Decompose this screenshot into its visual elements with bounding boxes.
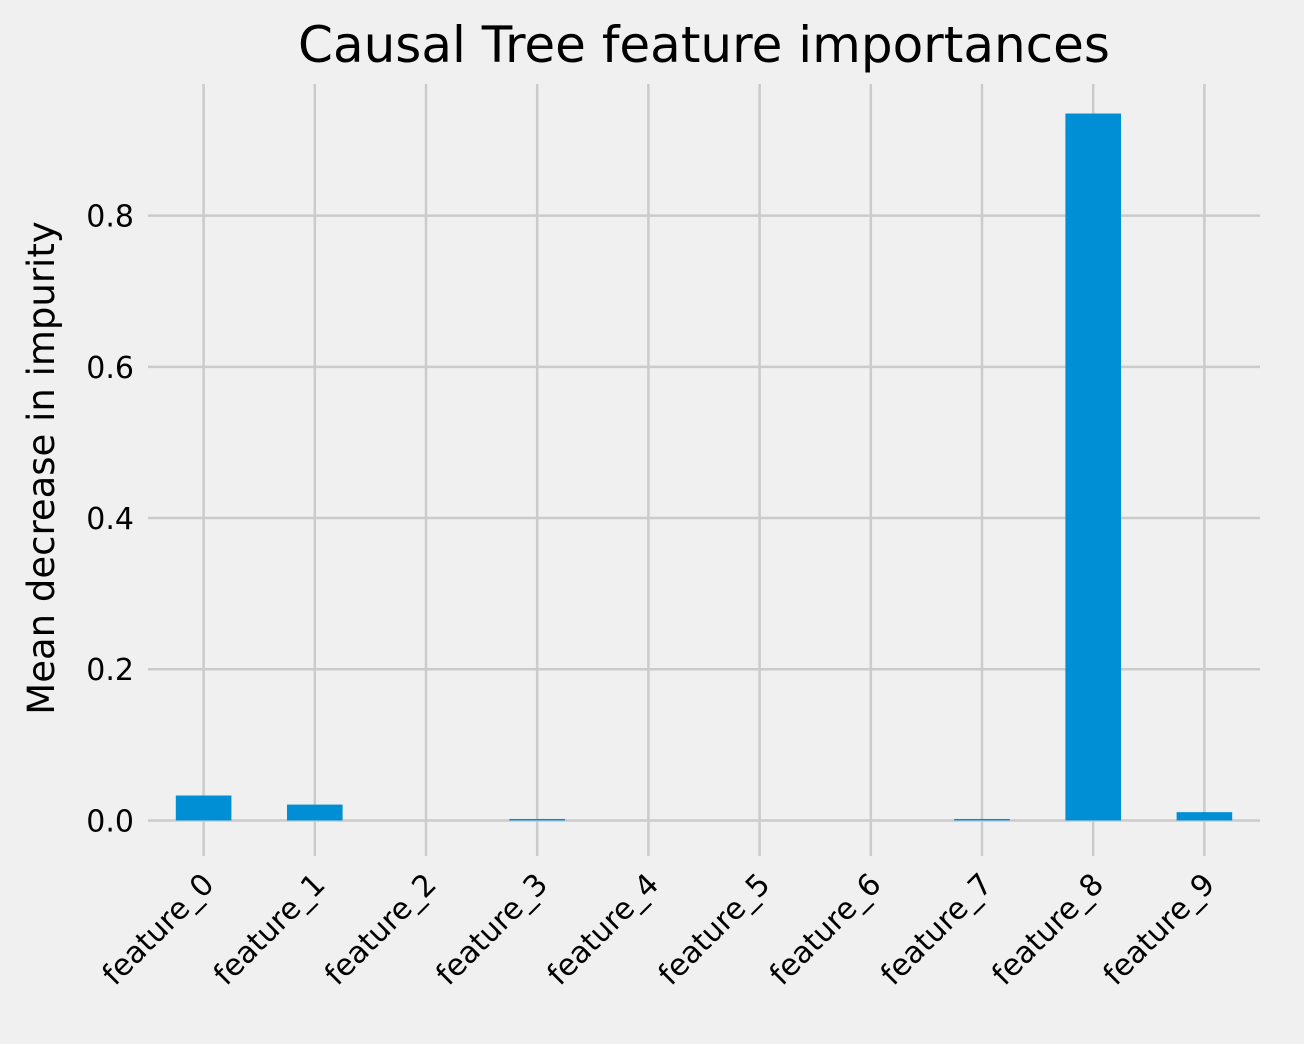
bar <box>1176 812 1233 821</box>
bar <box>954 818 1010 821</box>
bar <box>287 804 343 821</box>
chart-title: Causal Tree feature importances <box>298 16 1110 74</box>
y-tick-label: 0.4 <box>86 502 134 537</box>
bar <box>509 818 565 821</box>
bar <box>1065 113 1121 821</box>
y-tick-label: 0.6 <box>86 351 134 386</box>
y-tick-label: 0.8 <box>86 200 134 235</box>
y-tick-label: 0.2 <box>86 653 134 688</box>
y-tick-label: 0.0 <box>86 804 134 839</box>
bar <box>175 795 232 821</box>
y-axis-label: Mean decrease in impurity <box>20 221 63 714</box>
